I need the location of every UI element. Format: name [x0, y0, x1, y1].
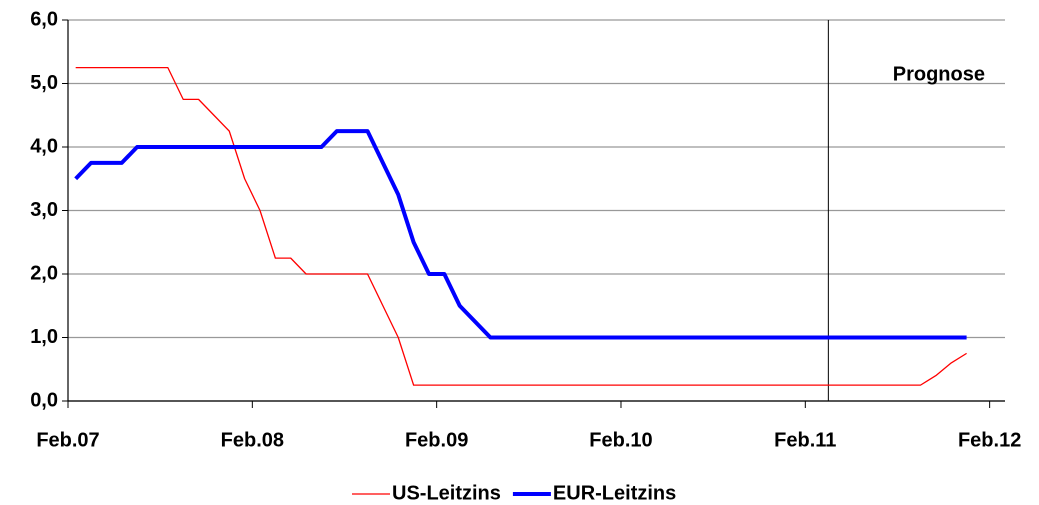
series-line: [74, 129, 967, 340]
legend-label: EUR-Leitzins: [553, 482, 676, 504]
x-tick-label: Feb.10: [589, 429, 652, 451]
x-tick-label: Feb.09: [405, 429, 468, 451]
y-tick-label: 4,0: [30, 135, 58, 157]
x-tick-label: Feb.11: [774, 429, 836, 451]
x-tick-label: Feb.07: [36, 429, 99, 451]
y-tick-label: 5,0: [30, 72, 58, 94]
legend-label: US-Leitzins: [392, 482, 501, 504]
y-tick-label: 1,0: [30, 326, 58, 348]
y-tick-label: 0,0: [30, 389, 58, 411]
x-tick-label: Feb.12: [958, 429, 1021, 451]
series-line: [75, 66, 967, 386]
y-tick-label: 3,0: [30, 199, 58, 221]
annotation: Prognose: [893, 63, 985, 85]
y-tick-label: 2,0: [30, 262, 58, 284]
x-tick-label: Feb.08: [221, 429, 284, 451]
y-tick-label: 6,0: [30, 8, 58, 30]
